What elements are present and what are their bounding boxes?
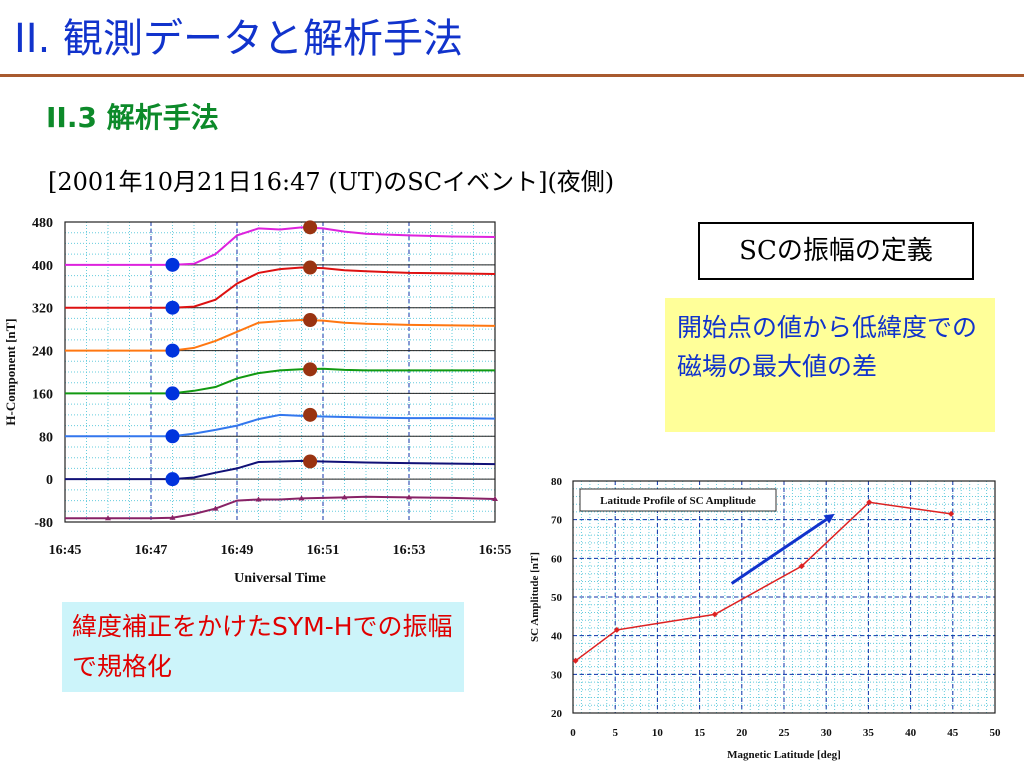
- y-tick-label: 0: [46, 473, 53, 488]
- series-line-kak-h: [65, 318, 496, 352]
- series-point: [169, 514, 176, 520]
- y-tick-label: 70: [551, 515, 563, 527]
- y-tick-label: 50: [551, 592, 563, 604]
- onset-marker: [165, 300, 180, 315]
- x-tick-label: 35: [863, 727, 875, 739]
- amplitude-point: [613, 626, 620, 633]
- x-axis-label: Magnetic Latitude [deg]: [727, 749, 841, 761]
- x-tick-label: 15: [694, 727, 706, 739]
- series-line-gam-h: [65, 413, 496, 438]
- amplitude-point: [798, 563, 805, 570]
- y-tick-label: 60: [551, 553, 563, 565]
- series-point: [341, 494, 348, 500]
- x-tick-label: 40: [905, 727, 917, 739]
- series-point: [298, 495, 305, 501]
- onset-marker: [165, 429, 180, 444]
- section-subtitle: II.3 解析手法: [46, 101, 219, 134]
- x-tick-label: 16:47: [135, 543, 168, 558]
- onset-marker: [165, 343, 180, 358]
- series-line-oki-h: [65, 367, 495, 395]
- series-point: [255, 496, 262, 502]
- plot-frame: [572, 480, 996, 714]
- h-component-chart: 480 400 320 240 160 80 0 -80 16:45 16:47 16:49 16:5…: [3, 216, 512, 586]
- chart-title: Latitude Profile of SC Amplitude: [600, 495, 756, 507]
- series-point: [105, 515, 111, 521]
- y-axis-label: SC Amplitude [nT]: [529, 552, 541, 642]
- y-tick-label: 160: [32, 387, 53, 402]
- y-tick-label: 400: [32, 259, 53, 274]
- trend-arrow-head: [823, 513, 835, 524]
- x-tick-label: 16:45: [49, 543, 82, 558]
- onset-marker: [165, 386, 180, 401]
- series-line-sym-h: [65, 495, 496, 520]
- x-tick-label: 16:55: [479, 543, 512, 558]
- onset-marker: [165, 472, 180, 487]
- plot-frame: [64, 221, 496, 523]
- x-tick-label: 45: [947, 727, 959, 739]
- y-tick-label: 80: [551, 476, 563, 488]
- x-tick-label: 5: [612, 727, 618, 739]
- sc-amplitude-definition-box: SCの振幅の定義: [698, 222, 974, 280]
- x-tick-label: 16:49: [221, 543, 254, 558]
- y-tick-label: 320: [32, 302, 53, 317]
- x-tick-label: 10: [652, 727, 664, 739]
- amplitude-point: [572, 657, 579, 664]
- series-line-yap-h: [65, 459, 496, 481]
- x-tick-label: 30: [821, 727, 833, 739]
- slide-title: II. 観測データと解析手法: [14, 16, 464, 62]
- series-line-ptk-h: [65, 226, 496, 266]
- x-tick-label: 25: [779, 727, 791, 739]
- x-tick-label: 20: [736, 727, 748, 739]
- maximum-marker: [303, 362, 318, 377]
- x-tick-label: 0: [570, 727, 576, 739]
- y-tick-label: 30: [551, 669, 563, 681]
- y-tick-label: 20: [551, 708, 563, 720]
- trend-arrow: [730, 518, 828, 585]
- definition-note: 開始点の値から低緯度での磁場の最大値の差: [665, 298, 995, 432]
- amplitude-point: [711, 611, 718, 618]
- x-tick-label: 50: [990, 727, 1002, 739]
- maximum-marker: [303, 313, 318, 328]
- x-tick-label: 16:53: [393, 543, 426, 558]
- y-tick-label: 480: [32, 216, 53, 231]
- normalization-note: 緯度補正をかけたSYM-Hでの振幅で規格化: [62, 602, 464, 692]
- series-point: [492, 495, 498, 501]
- y-tick-label: -80: [34, 516, 53, 531]
- title-divider: [0, 74, 1024, 77]
- y-tick-label: 80: [39, 430, 53, 445]
- onset-marker: [165, 257, 180, 272]
- y-tick-label: 240: [32, 345, 53, 360]
- latitude-profile-chart: 80 70 60 50 40 30 20 0 5 10 15 20 25 30 35 40 45 50 Magnet…: [525, 472, 1017, 766]
- maximum-marker: [303, 260, 318, 275]
- x-axis-label: Universal Time: [234, 571, 326, 586]
- y-axis-label: H-Component [nT]: [3, 318, 18, 425]
- maximum-marker: [303, 454, 318, 469]
- maximum-marker: [303, 220, 318, 235]
- series-point: [406, 494, 412, 500]
- amplitude-line: [575, 501, 952, 662]
- series-line-mmb-h: [65, 266, 496, 309]
- series-point: [212, 505, 219, 511]
- amplitude-point: [866, 499, 873, 506]
- chart-title-box: [579, 488, 777, 512]
- maximum-marker: [303, 407, 318, 422]
- y-tick-label: 40: [551, 631, 563, 643]
- amplitude-point: [948, 510, 955, 517]
- event-description: [2001年10月21日16:47 (UT)のSCイベント](夜側): [48, 168, 615, 196]
- x-tick-label: 16:51: [307, 543, 340, 558]
